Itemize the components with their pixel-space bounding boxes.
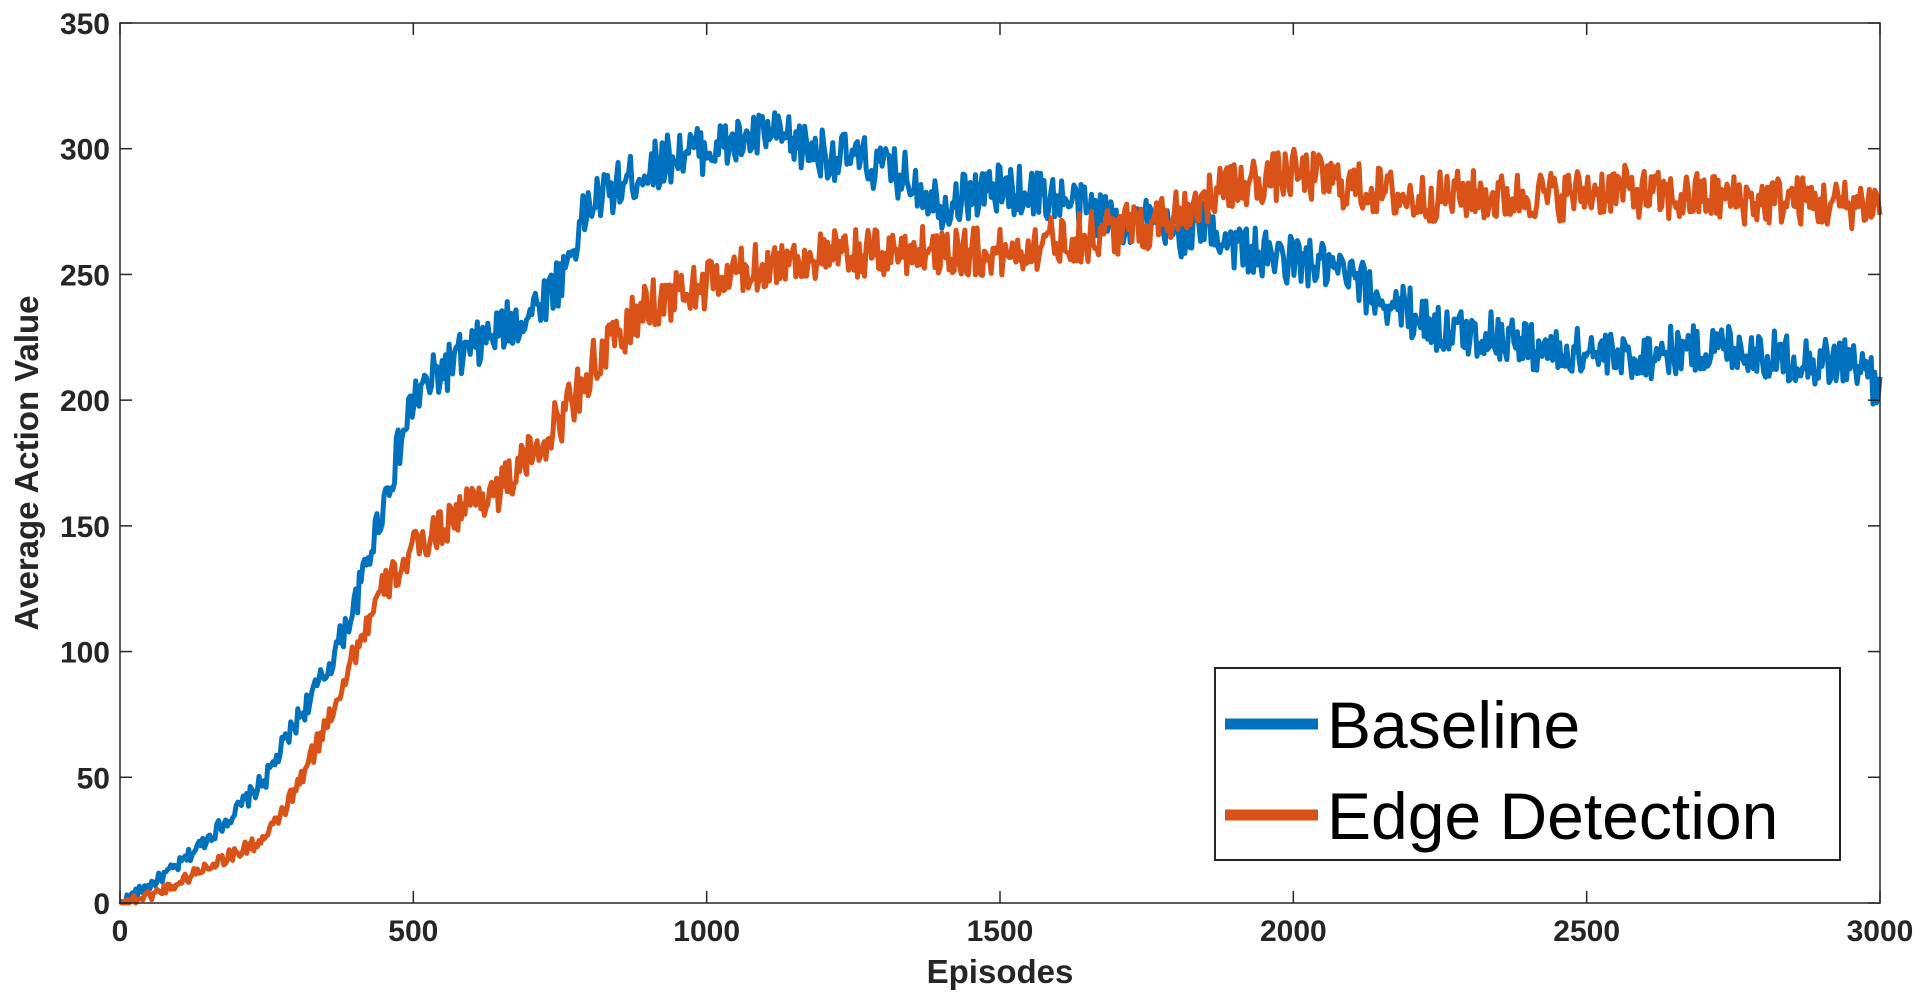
y-tick-label: 150 bbox=[60, 511, 110, 544]
series-line-baseline bbox=[118, 110, 1883, 906]
y-tick-label: 200 bbox=[60, 385, 110, 418]
x-tick-label: 1500 bbox=[967, 915, 1034, 948]
x-tick-label: 3000 bbox=[1847, 915, 1914, 948]
y-axis-title: Average Action Value bbox=[8, 295, 45, 630]
y-tick-label: 300 bbox=[60, 134, 110, 167]
x-tick-label: 0 bbox=[112, 915, 129, 948]
x-tick-label: 500 bbox=[388, 915, 438, 948]
legend: Baseline Edge Detection bbox=[1214, 667, 1841, 861]
x-tick-label: 2500 bbox=[1553, 915, 1620, 948]
legend-label-baseline: Baseline bbox=[1327, 688, 1580, 762]
y-tick-label: 0 bbox=[93, 888, 110, 921]
legend-label-edge-detection: Edge Detection bbox=[1327, 779, 1778, 853]
x-axis-title: Episodes bbox=[927, 953, 1074, 990]
y-tick-label: 50 bbox=[77, 762, 110, 795]
series-line-edge-detection bbox=[118, 146, 1883, 906]
legend-box bbox=[1214, 667, 1841, 861]
y-axis: 0 50 100 150 200 250 300 350 bbox=[60, 8, 1880, 921]
y-tick-label: 100 bbox=[60, 637, 110, 670]
x-tick-label: 1000 bbox=[673, 915, 740, 948]
y-tick-label: 250 bbox=[60, 259, 110, 292]
y-tick-label: 350 bbox=[60, 8, 110, 41]
series-layer bbox=[118, 110, 1883, 906]
x-axis: 0 500 1000 1500 2000 2500 3000 bbox=[112, 23, 1914, 948]
x-tick-label: 2000 bbox=[1260, 915, 1327, 948]
